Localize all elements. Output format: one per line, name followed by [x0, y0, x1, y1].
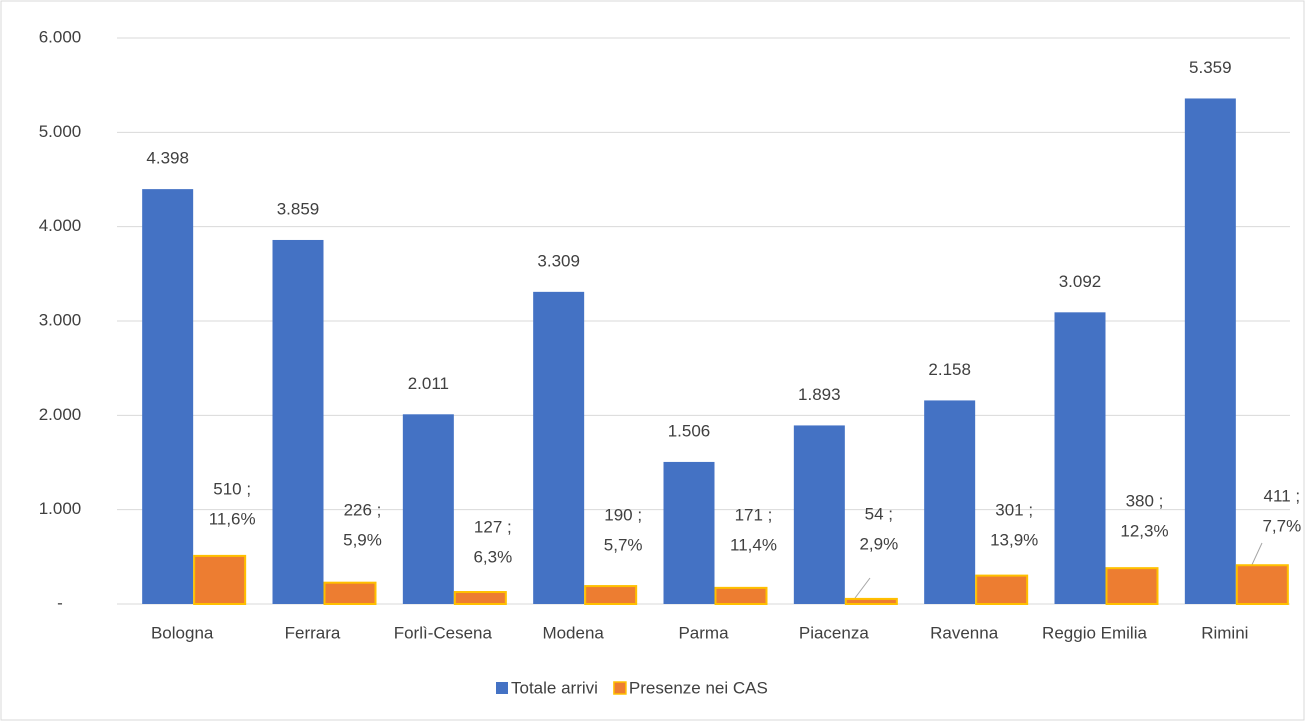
data-label: 11,6%	[209, 509, 256, 528]
data-label: 7,7%	[1262, 516, 1301, 535]
y-tick-label: 3.000	[39, 310, 82, 329]
bar	[1235, 564, 1289, 606]
data-label: 2,9%	[859, 534, 898, 553]
data-label: 3.092	[1059, 272, 1102, 291]
data-label: 5.359	[1189, 58, 1232, 77]
bar	[453, 591, 507, 605]
bar	[533, 291, 585, 604]
data-label: 301 ;	[995, 500, 1033, 519]
x-tick-label: Bologna	[151, 623, 214, 642]
bar	[1054, 312, 1106, 604]
x-tick-label: Parma	[678, 623, 729, 642]
data-label: 171 ;	[735, 505, 773, 524]
bar	[402, 414, 454, 604]
y-tick-label: -	[57, 593, 63, 612]
x-tick-label: Ferrara	[285, 623, 341, 642]
bar	[793, 425, 845, 604]
x-tick-label: Reggio Emilia	[1042, 623, 1147, 642]
x-tick-label: Forlì-Cesena	[394, 623, 493, 642]
bar	[272, 239, 324, 605]
bar	[844, 597, 898, 606]
x-tick-label: Rimini	[1201, 623, 1248, 642]
y-tick-label: 6.000	[39, 27, 82, 46]
data-label: 411 ;	[1264, 486, 1301, 505]
legend-swatch	[613, 681, 627, 695]
data-label: 190 ;	[604, 505, 642, 524]
data-label: 3.309	[537, 251, 580, 270]
bar	[584, 585, 638, 605]
bar	[714, 586, 768, 606]
data-label: 3.859	[277, 199, 320, 218]
leader-line	[854, 577, 871, 599]
data-label: 127 ;	[474, 517, 512, 536]
data-label: 1.893	[798, 385, 841, 404]
legend-swatch	[496, 682, 508, 694]
data-label: 4.398	[146, 149, 189, 168]
data-label: 5,9%	[343, 530, 382, 549]
x-tick-label: Piacenza	[799, 623, 869, 642]
data-label: 11,4%	[730, 535, 777, 554]
data-label: 13,9%	[990, 530, 1038, 549]
data-label: 6,3%	[473, 547, 512, 566]
bar	[663, 461, 715, 604]
data-label: 510 ;	[213, 479, 251, 498]
y-tick-label: 4.000	[39, 216, 82, 235]
bar	[924, 400, 976, 604]
data-label: 226 ;	[344, 500, 382, 519]
x-tick-label: Ravenna	[930, 623, 999, 642]
x-tick-label: Modena	[542, 623, 604, 642]
legend-label: Totale arrivi	[511, 678, 598, 697]
legend-label: Presenze nei CAS	[629, 678, 768, 697]
data-label: 54 ;	[865, 504, 893, 523]
bar	[1105, 567, 1159, 605]
y-tick-label: 5.000	[39, 122, 82, 141]
bar	[323, 581, 377, 605]
bar	[975, 574, 1029, 605]
data-label: 5,7%	[604, 535, 643, 554]
data-label: 1.506	[668, 421, 711, 440]
data-label: 2.011	[408, 374, 449, 393]
data-label: 380 ;	[1126, 491, 1164, 510]
bar	[193, 554, 247, 606]
data-label: 2.158	[928, 360, 971, 379]
y-tick-label: 1.000	[39, 499, 82, 518]
bar	[1184, 98, 1236, 605]
data-label: 12,3%	[1120, 521, 1168, 540]
y-tick-label: 2.000	[39, 405, 82, 424]
bar	[142, 189, 194, 604]
